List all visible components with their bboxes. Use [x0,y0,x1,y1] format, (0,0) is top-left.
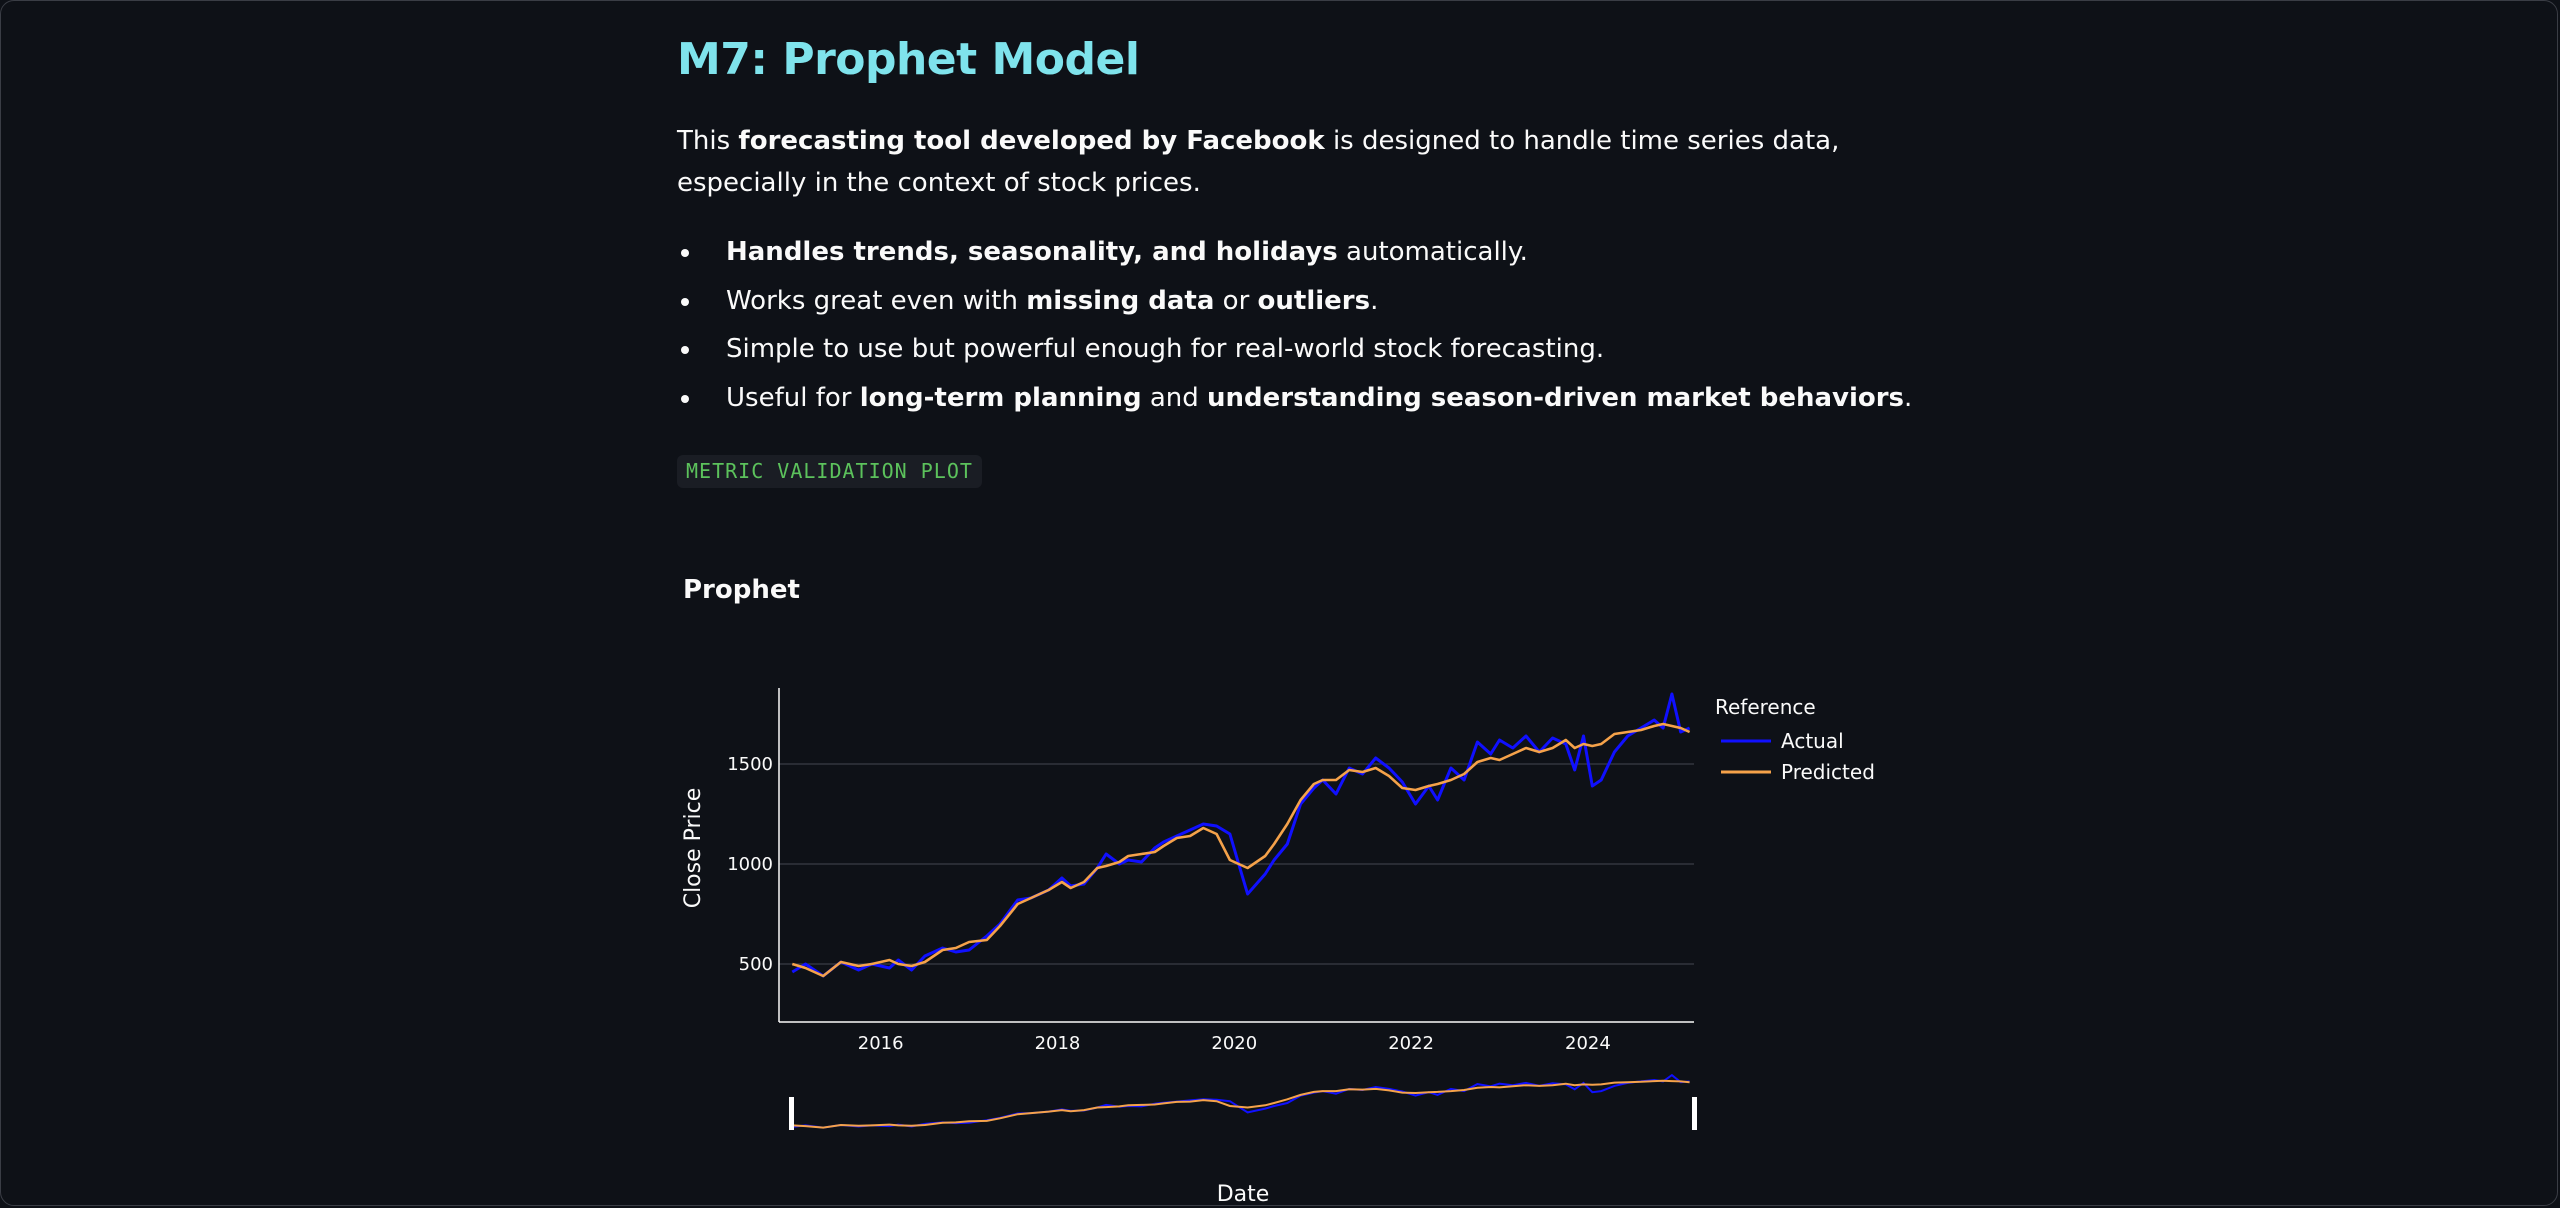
y-tick-label: 1000 [727,854,773,875]
x-tick-label: 2024 [1565,1033,1611,1054]
x-tick-label: 2020 [1211,1033,1257,1054]
list-item: Useful for long-term planning and unders… [677,374,1912,423]
x-tick-label: 2018 [1035,1033,1081,1054]
y-tick-label: 500 [739,954,773,975]
bullet-text: Works great even with [726,285,1027,316]
intro-text-1: This [677,126,739,156]
legend[interactable]: Reference Actual Predicted [1715,695,1875,784]
bullet-bold: understanding season-driven market behav… [1207,383,1905,414]
bullet-text: Useful for [726,383,860,414]
y-tick-labels: 500 1000 1500 [727,754,773,975]
legend-title: Reference [1715,695,1816,719]
bullet-text: . [1370,285,1379,316]
intro-bold-1: forecasting tool developed by Facebook [738,126,1325,156]
chart-title: Prophet [683,575,800,605]
list-item: Handles trends, seasonality, and holiday… [677,228,1867,277]
range-slider-left-handle[interactable] [789,1097,794,1130]
bullet-bold: Handles trends, seasonality, and holiday… [726,237,1338,267]
bullet-text: . [1904,383,1913,414]
code-label: METRIC VALIDATION PLOT [677,455,982,488]
x-tick-label: 2016 [858,1033,904,1054]
page-title: M7: Prophet Model [677,34,1140,85]
slider-line-actual [792,1073,1690,1129]
series-line-actual[interactable] [791,692,1691,978]
y-tick-label: 1500 [727,754,773,775]
list-item: Simple to use but powerful enough for re… [677,325,1867,374]
series-line-predicted[interactable] [791,722,1691,978]
bullet-text: automatically. [1337,237,1528,267]
x-tick-labels: 2016 2018 2020 2022 2024 [858,1033,1611,1054]
bullet-text: and [1141,383,1208,414]
bullet-bold: missing data [1026,285,1215,316]
list-item: Works great even with missing data or ou… [677,277,1867,326]
range-slider-right-handle[interactable] [1692,1097,1697,1130]
bullet-text: Simple to use but powerful enough for re… [726,334,1605,365]
legend-label-actual[interactable]: Actual [1781,729,1844,753]
intro-paragraph: This forecasting tool developed by Faceb… [677,120,1857,204]
bullet-bold: long-term planning [859,383,1142,414]
range-slider-series [792,1073,1690,1129]
plot-series [791,692,1691,978]
feature-list: Handles trends, seasonality, and holiday… [677,228,1912,423]
bullet-text: or [1214,285,1258,316]
y-axis-title: Close Price [681,788,706,909]
bullet-bold: outliers [1257,285,1371,316]
x-axis-title: Date [1217,1182,1270,1207]
legend-label-predicted[interactable]: Predicted [1781,760,1875,784]
x-tick-label: 2022 [1388,1033,1434,1054]
intro-text-2: is designed to handle time series data, … [677,126,1840,198]
slider-line-predicted [792,1079,1690,1129]
range-slider[interactable] [789,1073,1697,1130]
